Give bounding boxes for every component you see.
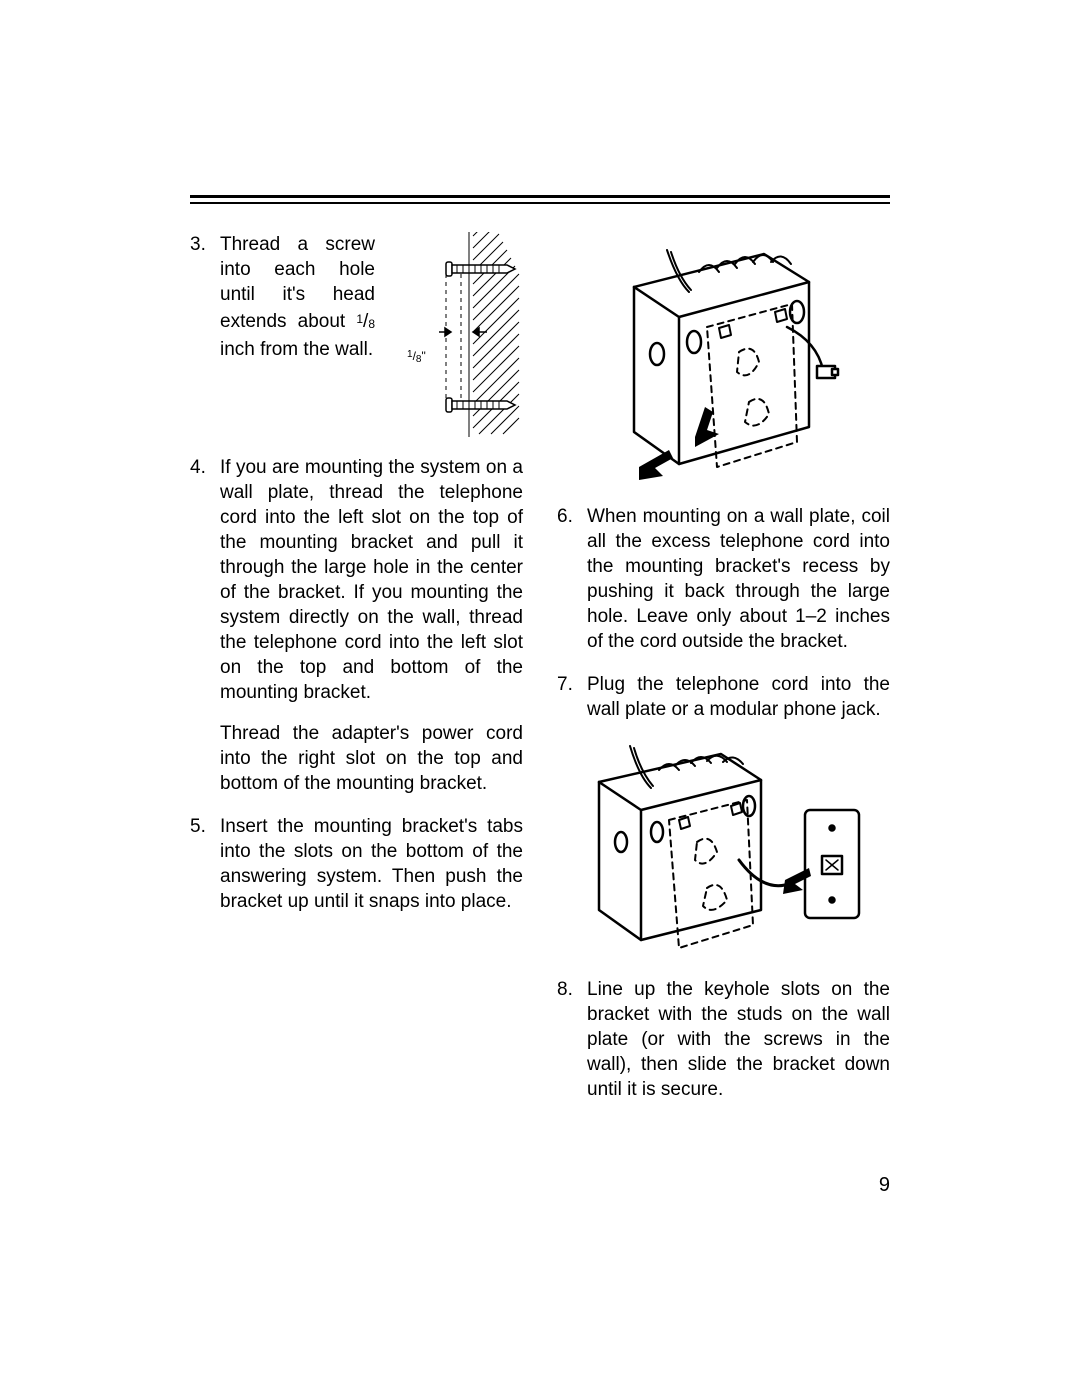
item-text: Plug the telephone cord into the wall pl… — [587, 672, 890, 722]
left-column: 3. Thread a screw into each hole until i… — [190, 232, 523, 1237]
item-text: Thread the adapter's power cord into the… — [220, 721, 523, 796]
item-body: Thread a screw into each hole until it's… — [220, 232, 375, 437]
list-item-5: 5. Insert the mounting bracket's tabs in… — [190, 814, 523, 914]
figure-screw-measure: 1/8" — [399, 232, 529, 442]
item-body: When mounting on a wall plate, coil all … — [587, 504, 890, 654]
item-number: 4. — [190, 455, 220, 796]
item-number: 8. — [557, 977, 587, 1102]
plug-wall-jack-svg — [579, 740, 869, 955]
item-number: 6. — [557, 504, 587, 654]
item-body: If you are mounting the system on a wall… — [220, 455, 523, 796]
list-item-6: 6. When mounting on a wall plate, coil a… — [557, 504, 890, 654]
item-number: 7. — [557, 672, 587, 722]
figure-plug-wall-jack — [557, 740, 890, 955]
item-text: If you are mounting the system on a wall… — [220, 455, 523, 705]
svg-text:1/8": 1/8" — [407, 349, 426, 365]
right-column: 6. When mounting on a wall plate, coil a… — [557, 232, 890, 1237]
header-rule-2 — [190, 202, 890, 204]
columns: 3. Thread a screw into each hole until i… — [190, 232, 890, 1237]
item-body: Insert the mounting bracket's tabs into … — [220, 814, 523, 914]
list-item-4: 4. If you are mounting the system on a w… — [190, 455, 523, 796]
list-item-3: 3. Thread a screw into each hole until i… — [190, 232, 523, 437]
item-body: Line up the keyhole slots on the bracket… — [587, 977, 890, 1102]
page-number: 9 — [879, 1174, 890, 1197]
bracket-attach-svg — [599, 232, 849, 482]
header-rule-1 — [190, 195, 890, 198]
item-text: Thread a screw into each hole until it's… — [220, 232, 375, 362]
item-text: Insert the mounting bracket's tabs into … — [220, 814, 523, 914]
item-number: 3. — [190, 232, 220, 437]
list-item-8: 8. Line up the keyhole slots on the brac… — [557, 977, 890, 1102]
item-text: Line up the keyhole slots on the bracket… — [587, 977, 890, 1102]
figure-bracket-attach — [557, 232, 890, 482]
item-number: 5. — [190, 814, 220, 914]
item-text: When mounting on a wall plate, coil all … — [587, 504, 890, 654]
page: 3. Thread a screw into each hole until i… — [0, 0, 1080, 1397]
item-body: Plug the telephone cord into the wall pl… — [587, 672, 890, 722]
screw-measure-svg: 1/8" — [399, 232, 529, 437]
list-item-7: 7. Plug the telephone cord into the wall… — [557, 672, 890, 722]
